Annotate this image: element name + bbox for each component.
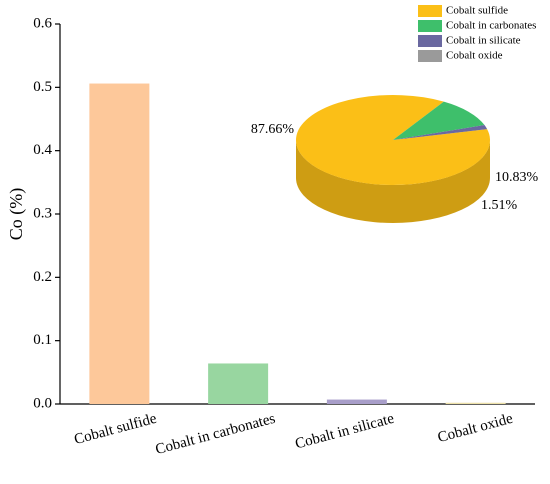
legend-label: Cobalt in carbonates (446, 20, 536, 32)
bar (89, 83, 150, 405)
x-tick-label: Cobalt sulfide (72, 411, 158, 448)
legend-swatch (418, 50, 442, 62)
legend-label: Cobalt in silicate (446, 35, 521, 47)
y-tick-label: 0.0 (33, 395, 52, 411)
data-label: 10.83% (495, 170, 539, 185)
y-tick-label: 0.6 (33, 15, 52, 31)
bar (445, 402, 506, 404)
legend-label: Cobalt sulfide (446, 5, 508, 17)
y-tick-label: 0.5 (33, 79, 52, 95)
pie-slice (393, 125, 488, 140)
y-axis-label: Co (%) (6, 188, 27, 241)
data-label: 1.51% (481, 198, 518, 213)
y-tick-label: 0.2 (33, 269, 52, 285)
x-tick-label: Cobalt oxide (436, 411, 515, 446)
x-tick-label: Cobalt in silicate (293, 411, 396, 453)
y-tick-label: 0.3 (33, 205, 52, 221)
pie-slice (393, 101, 485, 140)
pie-side (296, 140, 490, 223)
legend-swatch (418, 20, 442, 32)
y-tick-label: 0.4 (33, 142, 52, 158)
y-tick-label: 0.1 (33, 332, 52, 348)
bar (326, 399, 387, 404)
x-tick-label: Cobalt in carbonates (154, 411, 277, 458)
data-label: 87.66% (251, 122, 295, 137)
legend-label: Cobalt oxide (446, 50, 503, 62)
legend-swatch (418, 35, 442, 47)
legend-swatch (418, 5, 442, 17)
bar (208, 363, 269, 404)
